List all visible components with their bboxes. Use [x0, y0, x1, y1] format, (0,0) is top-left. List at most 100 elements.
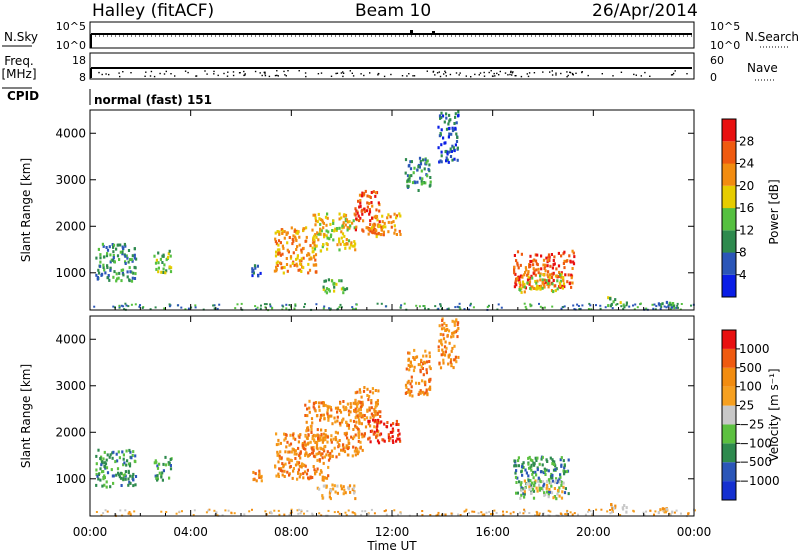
heatmap-cell: [115, 452, 118, 456]
heatmap-cell: [149, 308, 152, 311]
heatmap-cell: [547, 282, 550, 285]
heatmap-cell: [346, 226, 349, 230]
heatmap-cell: [599, 304, 602, 307]
heatmap-cell: [317, 452, 320, 456]
heatmap-cell: [124, 302, 127, 305]
heatmap-cell: [448, 341, 451, 345]
heatmap-cell: [333, 281, 336, 285]
heatmap-cell: [625, 304, 628, 307]
heatmap-cell: [359, 201, 362, 205]
heatmap-cell: [141, 307, 144, 309]
heatmap-cell: [369, 440, 372, 444]
heatmap-cell: [129, 474, 132, 478]
heatmap-cell: [236, 303, 239, 306]
heatmap-cell: [416, 168, 419, 172]
heatmap-cell: [224, 509, 227, 512]
heatmap-cell: [581, 304, 584, 307]
heatmap-cell: [555, 497, 558, 501]
heatmap-cell: [539, 470, 543, 474]
heatmap-cell: [550, 491, 554, 495]
nave-dot: [499, 70, 501, 73]
heatmap-cell: [127, 249, 131, 252]
nave-dot: [449, 73, 452, 76]
heatmap-cell: [292, 251, 295, 255]
heatmap-cell: [311, 241, 315, 245]
heatmap-cell: [124, 254, 127, 258]
colorbar-tick-label: 100: [739, 380, 762, 394]
heatmap-cell: [404, 171, 407, 175]
heatmap-cell: [304, 403, 307, 407]
heatmap-cell: [353, 484, 356, 488]
heatmap-cell: [346, 402, 349, 406]
heatmap-cell: [97, 247, 100, 251]
heatmap-cell: [368, 202, 371, 205]
heatmap-cell: [375, 420, 378, 424]
heatmap-cell: [353, 240, 356, 244]
heatmap-cell: [286, 470, 289, 474]
heatmap-cell: [377, 410, 380, 414]
heatmap-cell: [558, 281, 561, 285]
heatmap-cell: [543, 285, 546, 289]
heatmap-cell: [177, 304, 180, 307]
heatmap-cell: [410, 379, 413, 383]
heatmap-cell: [534, 514, 536, 517]
heatmap-cell: [576, 303, 579, 306]
heatmap-cell: [271, 307, 274, 310]
heatmap-cell: [408, 368, 411, 372]
heatmap-cell: [619, 514, 622, 516]
heatmap-cell: [424, 380, 427, 384]
heatmap-cell: [117, 471, 120, 475]
nave-dot: [672, 72, 675, 75]
time-tick-label: 08:00: [274, 525, 309, 539]
heatmap-cell: [320, 470, 323, 474]
heatmap-cell: [547, 469, 550, 473]
heatmap-cell: [291, 447, 294, 451]
heatmap-cell: [320, 432, 323, 436]
heatmap-cell: [355, 403, 359, 407]
heatmap-cell: [657, 511, 660, 515]
heatmap-cell: [120, 268, 123, 272]
heatmap-cell: [518, 286, 521, 289]
heatmap-cell: [215, 511, 218, 514]
colorbar-segment: [722, 386, 736, 406]
heatmap-cell: [455, 121, 458, 125]
heatmap-cell: [426, 174, 429, 178]
heatmap-cell: [556, 479, 559, 483]
heatmap-cell: [458, 302, 461, 305]
heatmap-cell: [343, 408, 346, 412]
nave-dot: [226, 75, 229, 77]
heatmap-cell: [342, 443, 345, 447]
heatmap-cell: [537, 267, 540, 271]
heatmap-cell: [107, 274, 110, 277]
heatmap-cell: [360, 432, 363, 436]
heatmap-cell: [426, 392, 429, 396]
heatmap-cell: [345, 241, 348, 245]
heatmap-cell: [463, 510, 466, 513]
heatmap-cell: [338, 248, 341, 252]
heatmap-cell: [513, 254, 516, 257]
heatmap-cell: [520, 465, 524, 469]
heatmap-cell: [354, 453, 357, 457]
heatmap-cell: [110, 468, 113, 472]
heatmap-cell: [450, 362, 453, 366]
heatmap-cell: [99, 264, 102, 268]
heatmap-cell: [294, 237, 297, 241]
heatmap-cell: [289, 458, 292, 462]
heatmap-cell: [319, 414, 323, 417]
heatmap-cell: [138, 305, 141, 308]
heatmap-cell: [572, 251, 575, 255]
heatmap-cell: [164, 463, 167, 467]
heatmap-cell: [529, 286, 532, 290]
heatmap-cell: [341, 226, 344, 230]
heatmap-cell: [436, 513, 439, 516]
heatmap-cell: [129, 258, 132, 261]
heatmap-cell: [404, 391, 407, 395]
heatmap-cell: [123, 461, 126, 465]
heatmap-cell: [349, 405, 352, 409]
heatmap-cell: [522, 492, 525, 496]
heatmap-cell: [393, 509, 396, 512]
colorbar-tick-label: 12: [739, 223, 754, 237]
heatmap-cell: [351, 437, 355, 441]
